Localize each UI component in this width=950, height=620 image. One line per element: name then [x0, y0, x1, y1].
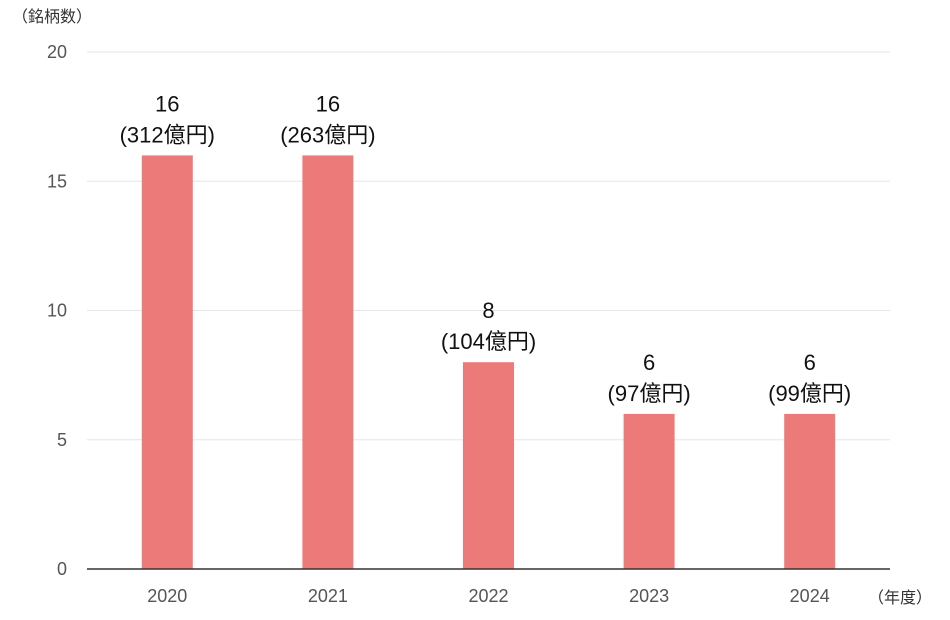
y-tick-label: 15 [47, 171, 67, 191]
bar-2022 [463, 362, 514, 569]
bar-2023 [623, 413, 675, 569]
bar-2024 [784, 413, 836, 569]
x-tick-label: 2021 [308, 586, 348, 606]
y-tick-label: 0 [57, 559, 67, 579]
y-tick-label: 5 [57, 430, 67, 450]
data-label-count: 16 [155, 91, 179, 116]
data-labels: (312億円) 16 (263億円) 16 (104億円) 8 (97億円) 6 (99億円) 6 [120, 91, 852, 406]
x-tick-label: 2024 [790, 586, 830, 606]
y-tick-label: 10 [47, 301, 67, 321]
bars [141, 155, 836, 569]
data-label-count: 6 [804, 350, 816, 375]
bar-2020 [141, 155, 193, 569]
y-axis-ticks: 0 5 10 15 20 [47, 42, 67, 579]
y-tick-label: 20 [47, 42, 67, 62]
x-axis-ticks: 2020 2021 2022 2023 2024 [147, 586, 829, 606]
data-label-count: 8 [482, 298, 494, 323]
y-axis-unit-label: （銘柄数） [12, 8, 92, 26]
bar-2021 [302, 155, 354, 569]
data-label-amount: (97億円) [608, 381, 691, 406]
data-label-amount: (263億円) [280, 122, 375, 147]
data-label-amount: (104億円) [441, 329, 536, 354]
x-tick-label: 2022 [468, 586, 508, 606]
data-label-count: 6 [643, 350, 655, 375]
x-axis-unit-label: （年度） [868, 589, 932, 607]
data-label-count: 16 [316, 91, 340, 116]
x-tick-label: 2023 [629, 586, 669, 606]
data-label-amount: (312億円) [120, 122, 215, 147]
x-tick-label: 2020 [147, 586, 187, 606]
data-label-amount: (99億円) [768, 381, 851, 406]
